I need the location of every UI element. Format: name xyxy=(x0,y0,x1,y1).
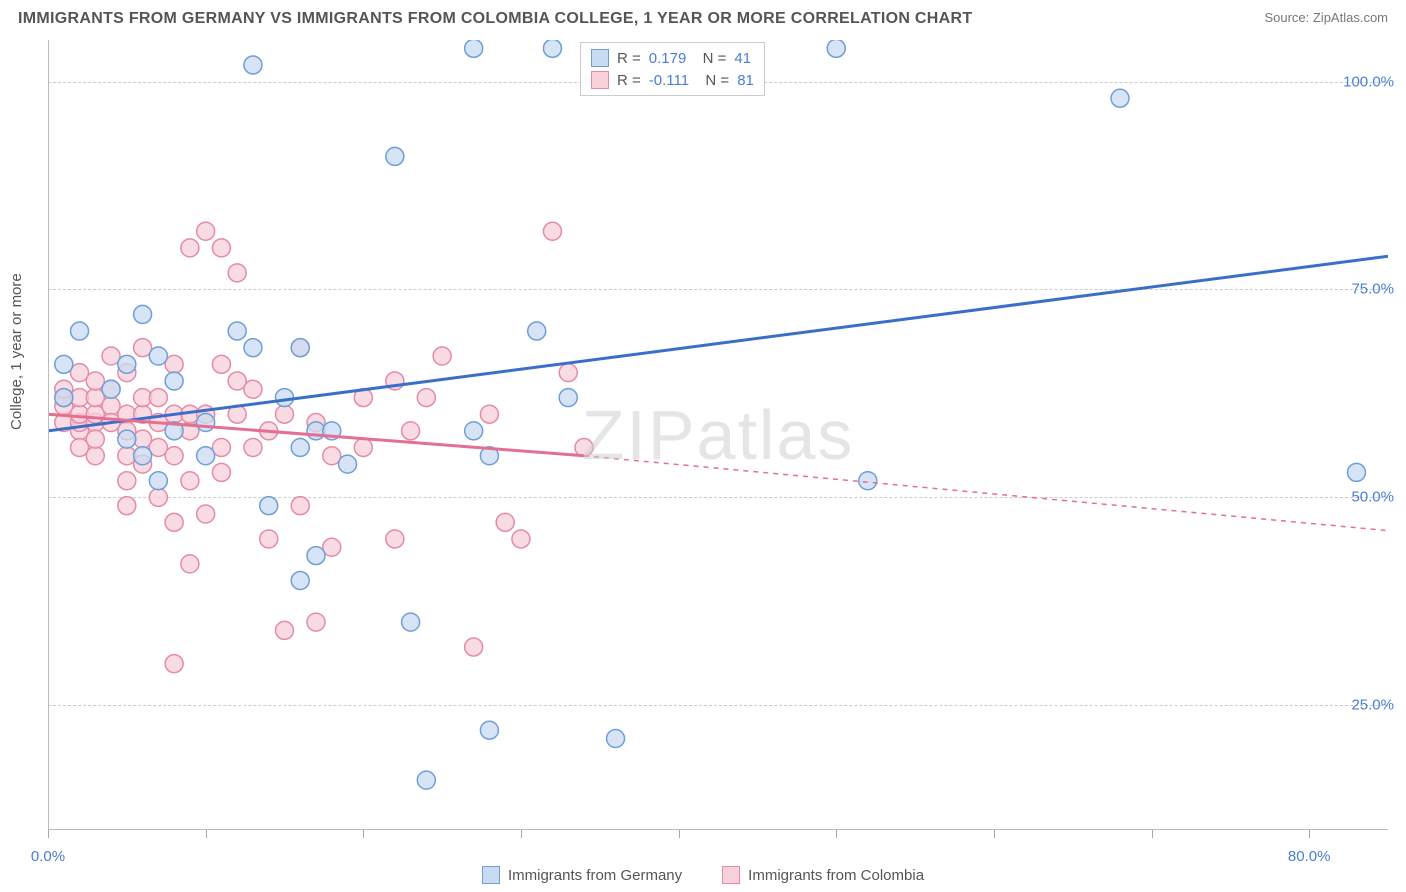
legend-swatch xyxy=(482,866,500,884)
legend-n-value: 41 xyxy=(734,50,751,67)
legend-swatch xyxy=(722,866,740,884)
series-legend: Immigrants from Germany Immigrants from C… xyxy=(0,866,1406,884)
series-legend-label: Immigrants from Colombia xyxy=(748,867,924,884)
legend-n-label: N = xyxy=(697,72,729,89)
legend-row: R = 0.179 N = 41 xyxy=(591,47,754,69)
legend-r-label: R = xyxy=(617,50,641,67)
x-tick-label: 80.0% xyxy=(1288,848,1331,865)
legend-r-value: -0.111 xyxy=(649,72,689,89)
legend-swatch xyxy=(591,49,609,67)
legend-r-label: R = xyxy=(617,72,641,89)
legend-n-label: N = xyxy=(694,50,726,67)
plot-area: ZIPatlas xyxy=(48,40,1388,830)
legend-row: R = -0.111 N = 81 xyxy=(591,69,754,91)
legend-swatch xyxy=(591,71,609,89)
series-legend-item: Immigrants from Colombia xyxy=(722,866,924,884)
source-attribution: Source: ZipAtlas.com xyxy=(1264,10,1388,25)
correlation-legend: R = 0.179 N = 41R = -0.111 N = 81 xyxy=(580,42,765,96)
y-axis-label: College, 1 year or more xyxy=(8,273,25,430)
series-legend-item: Immigrants from Germany xyxy=(482,866,682,884)
x-tick-label: 0.0% xyxy=(31,848,65,865)
legend-r-value: 0.179 xyxy=(649,50,687,67)
series-legend-label: Immigrants from Germany xyxy=(508,867,682,884)
legend-n-value: 81 xyxy=(737,72,754,89)
chart-title: IMMIGRANTS FROM GERMANY VS IMMIGRANTS FR… xyxy=(18,10,972,28)
header: IMMIGRANTS FROM GERMANY VS IMMIGRANTS FR… xyxy=(0,0,1406,34)
